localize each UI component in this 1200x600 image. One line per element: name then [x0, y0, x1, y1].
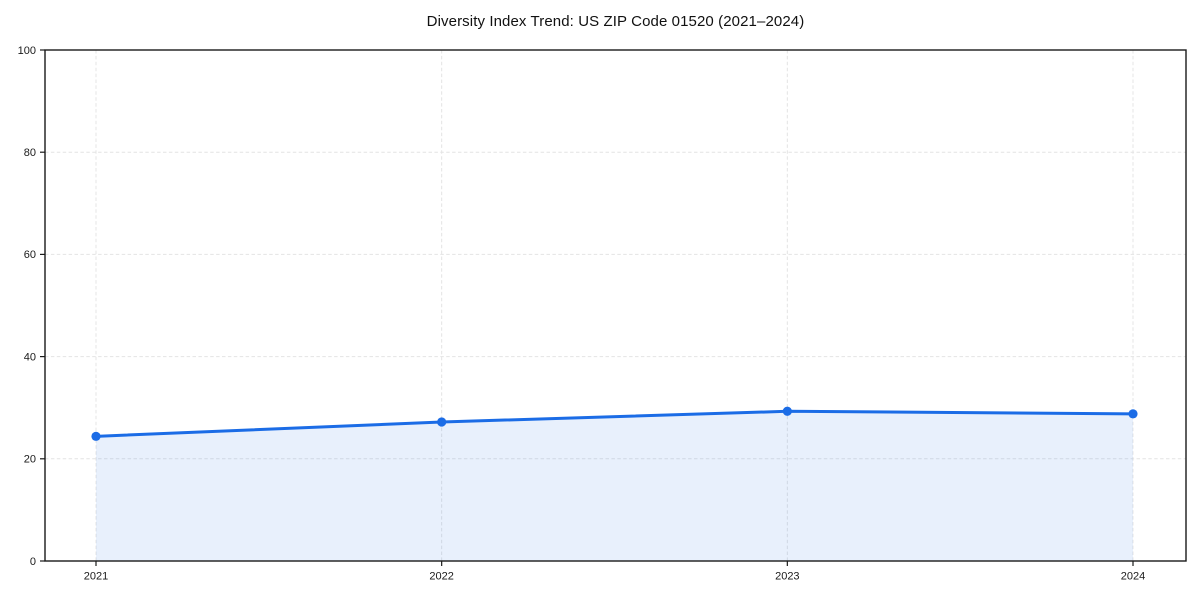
data-point-2023: [782, 406, 792, 416]
y-tick-label: 80: [24, 147, 36, 159]
chart-title: Diversity Index Trend: US ZIP Code 01520…: [426, 13, 805, 30]
area-fill: [96, 411, 1133, 561]
y-tick-label: 20: [24, 454, 36, 466]
x-tick-label: 2024: [1121, 571, 1145, 583]
y-tick-label: 60: [24, 249, 36, 261]
data-point-2024: [1128, 409, 1138, 419]
x-tick-label: 2022: [429, 571, 453, 583]
trend-line: [94, 409, 1135, 438]
plot-border: [44, 49, 1187, 562]
x-tick-label: 2021: [84, 571, 108, 583]
x-tick-label: 2023: [775, 571, 799, 583]
y-tick-label: 100: [18, 45, 36, 57]
data-point-2022: [437, 417, 447, 427]
y-tick-label: 40: [24, 351, 36, 363]
y-tick-label: 0: [30, 556, 36, 568]
data-point-2021: [91, 431, 101, 441]
